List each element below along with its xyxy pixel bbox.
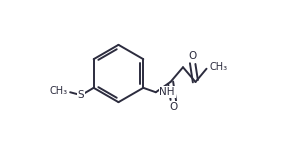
Text: CH₃: CH₃	[210, 61, 227, 72]
Text: O: O	[169, 102, 178, 112]
Text: S: S	[78, 90, 84, 100]
Text: O: O	[188, 51, 197, 61]
Text: NH: NH	[160, 87, 175, 97]
Text: CH₃: CH₃	[49, 86, 68, 96]
